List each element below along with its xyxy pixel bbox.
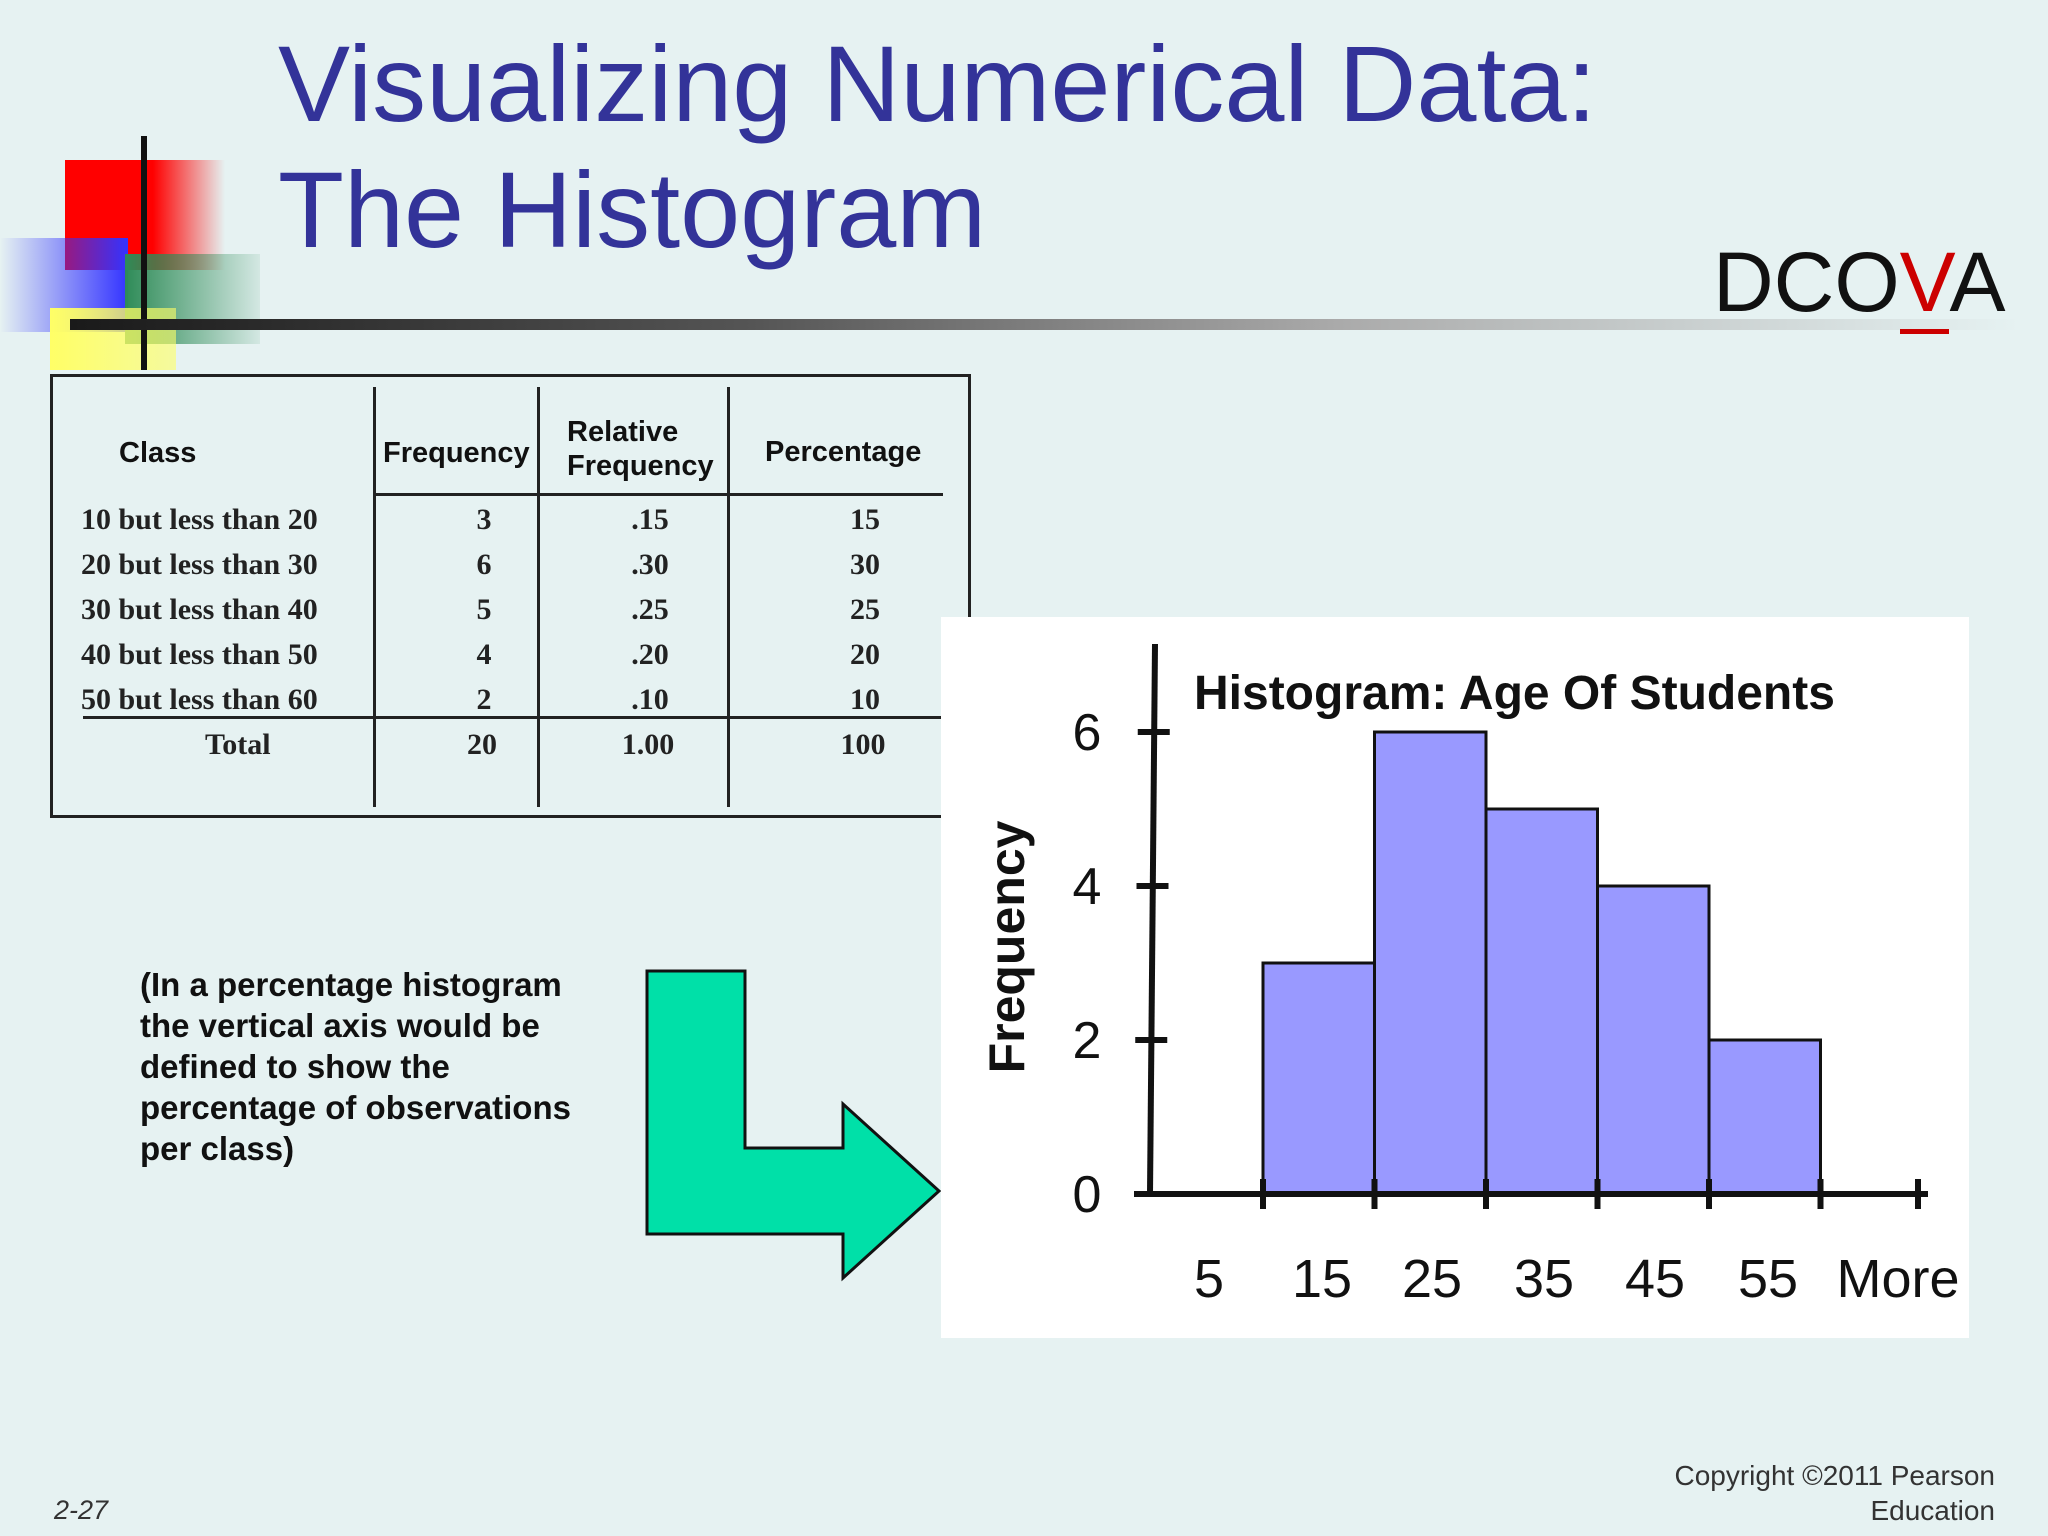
table-divider (537, 387, 540, 807)
table-header-rule (373, 493, 943, 496)
x-tick-label: 35 (1514, 1249, 1574, 1309)
header-frequency: Frequency (383, 437, 530, 469)
histogram-bar (1484, 807, 1599, 1196)
axes (1134, 643, 1928, 1209)
table-divider (727, 387, 730, 807)
histogram-bar (1261, 961, 1376, 1196)
dcova-prefix: DCO (1713, 235, 1900, 329)
cell-frequency: 3 (476, 503, 492, 536)
histogram-bar (1373, 730, 1488, 1196)
slide-number: 2-27 (54, 1495, 109, 1525)
header-percentage: Percentage (765, 436, 922, 468)
x-tick-label: 25 (1402, 1249, 1462, 1309)
bars (1261, 730, 1822, 1196)
y-tick-label: 4 (1073, 858, 1102, 916)
copyright-line2: Education (1870, 1495, 1995, 1526)
x-tick-label: 45 (1625, 1249, 1685, 1309)
x-tick-label: 55 (1738, 1249, 1798, 1309)
title-underline (70, 319, 2020, 330)
frequency-table: Class Frequency Relative Frequency Perce… (50, 374, 971, 818)
cell-relative: .10 (631, 683, 669, 716)
x-tick-label: 5 (1194, 1249, 1224, 1309)
x-tick-label: 15 (1292, 1249, 1352, 1309)
total-label: Total (205, 728, 271, 761)
header-relative-frequency: Relative Frequency (567, 415, 714, 483)
y-tick-label: 2 (1073, 1012, 1102, 1070)
page-title-line1: Visualizing Numerical Data: (278, 23, 1597, 144)
y-tick-label: 0 (1073, 1166, 1102, 1224)
cell-relative: .15 (631, 503, 669, 536)
header-class: Class (119, 437, 197, 469)
total-relative: 1.00 (621, 728, 675, 761)
table-total-rule (83, 716, 943, 719)
cell-class: 20 but less than 30 (81, 548, 318, 581)
cell-percentage: 30 (850, 548, 880, 581)
histogram-chart: 0246851525354555More Histogram: Age Of S… (941, 617, 1969, 1338)
cell-class: 30 but less than 40 (81, 593, 318, 626)
cell-percentage: 15 (850, 503, 880, 536)
page-title-line2: The Histogram (278, 149, 987, 270)
cell-frequency: 5 (476, 593, 492, 626)
total-percentage: 100 (840, 728, 886, 761)
cell-class: 10 but less than 20 (81, 503, 318, 536)
cell-relative: .25 (631, 593, 669, 626)
dcova-suffix: A (1949, 235, 2006, 329)
y-tick-label: 6 (1073, 704, 1102, 762)
cell-frequency: 4 (476, 638, 492, 671)
copyright-line1: Copyright ©2011 Pearson (1674, 1460, 1995, 1491)
table-divider (373, 387, 376, 807)
histogram-bar (1707, 1038, 1822, 1196)
cell-class: 50 but less than 60 (81, 683, 318, 716)
chart-title: Histogram: Age Of Students (1194, 667, 1835, 720)
cell-relative: .30 (631, 548, 669, 581)
cell-percentage: 20 (850, 638, 880, 671)
copyright: Copyright ©2011 Pearson Education (1674, 1458, 1995, 1528)
y-axis-label: Frequency (979, 820, 1035, 1073)
cell-percentage: 25 (850, 593, 880, 626)
cell-frequency: 6 (476, 548, 492, 581)
histogram-bar (1596, 884, 1711, 1196)
dcova-highlight: V (1899, 235, 1950, 334)
percentage-histogram-note: (In a percentage histogram the vertical … (140, 966, 571, 1167)
cell-class: 40 but less than 50 (81, 638, 318, 671)
dcova-badge: DCOVA (1713, 235, 2006, 334)
total-frequency: 20 (467, 728, 497, 761)
cell-relative: .20 (631, 638, 669, 671)
axis-labels: 0246851525354555More (1073, 704, 1960, 1309)
y-axis-line (1147, 643, 1158, 1195)
header-relative-line2: Frequency (567, 450, 714, 483)
cell-frequency: 2 (476, 683, 492, 716)
cell-percentage: 10 (850, 683, 880, 716)
decorative-color-blocks (0, 136, 260, 370)
bent-arrow-icon (645, 969, 942, 1282)
x-tick-label: More (1836, 1249, 1959, 1309)
header-relative-line1: Relative (567, 416, 679, 448)
